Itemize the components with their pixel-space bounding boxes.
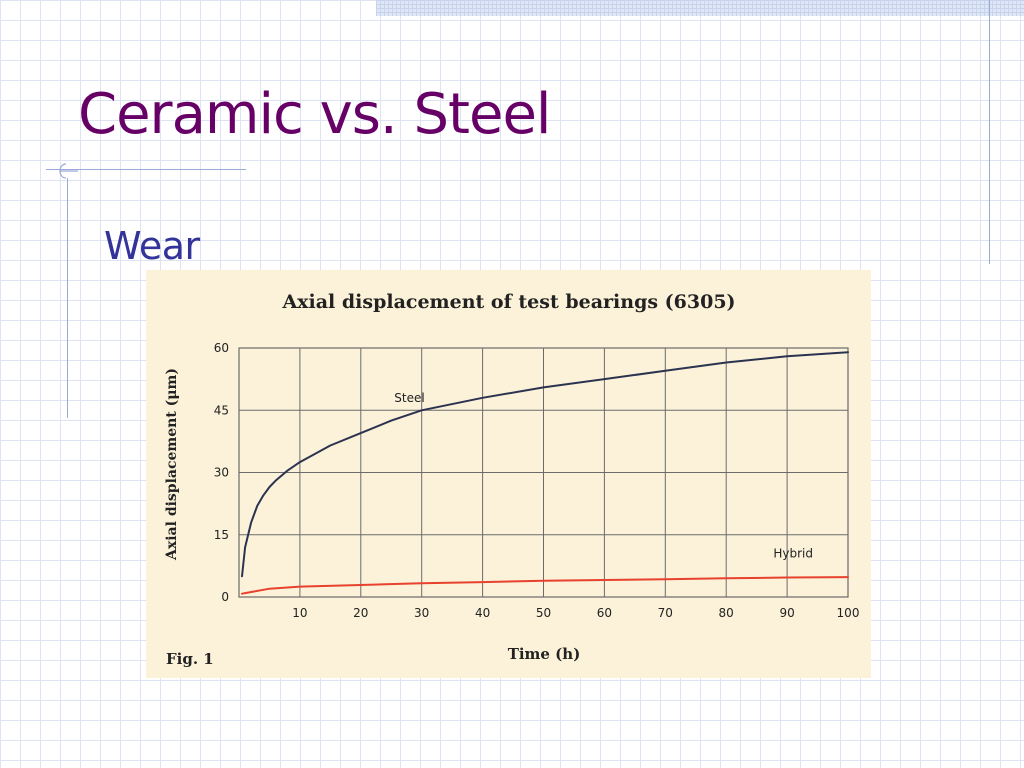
chart-series: Steel Hybrid: [241, 351, 849, 595]
chart-title: Axial displacement of test bearings (630…: [281, 291, 735, 313]
series-line-steel: [241, 351, 849, 578]
y-tick-label: 45: [214, 403, 229, 417]
series-line-hybrid: [241, 576, 849, 595]
series-label-steel: Steel: [394, 391, 424, 405]
y-tick-label: 0: [221, 590, 229, 604]
x-tick-label: 50: [536, 606, 551, 620]
left-vertical-rule: [67, 178, 68, 418]
bullet-wear: Wear: [104, 224, 200, 268]
x-tick-label: 70: [658, 606, 673, 620]
top-decorative-band: [376, 0, 1024, 16]
chart-ticks: 10 20 30 40 50 60 70 80 90 100 0 15 30 45 60: [214, 341, 860, 620]
slide-title: Ceramic vs. Steel: [78, 82, 551, 147]
x-tick-label: 80: [719, 606, 734, 620]
chart-figure: Axial displacement of test bearings (630…: [146, 270, 871, 678]
title-underline-rule: [46, 169, 246, 170]
x-tick-label: 40: [475, 606, 490, 620]
x-axis-label: Time (h): [508, 645, 581, 663]
x-tick-label: 60: [597, 606, 612, 620]
right-vertical-rule: [989, 0, 990, 264]
displacement-chart: Axial displacement of test bearings (630…: [164, 291, 860, 668]
x-tick-label: 90: [779, 606, 794, 620]
y-tick-label: 15: [214, 528, 229, 542]
y-tick-label: 30: [214, 466, 229, 480]
y-tick-label: 60: [214, 341, 229, 355]
x-tick-label: 20: [353, 606, 368, 620]
chart-grid: [238, 347, 849, 598]
x-tick-label: 100: [837, 606, 860, 620]
rule-ornament-icon: [59, 163, 78, 179]
y-axis-label: Axial displacement (μm): [164, 368, 180, 561]
figure-label: Fig. 1: [166, 650, 214, 668]
series-label-hybrid: Hybrid: [773, 547, 813, 561]
x-tick-label: 10: [292, 606, 307, 620]
x-tick-label: 30: [414, 606, 429, 620]
